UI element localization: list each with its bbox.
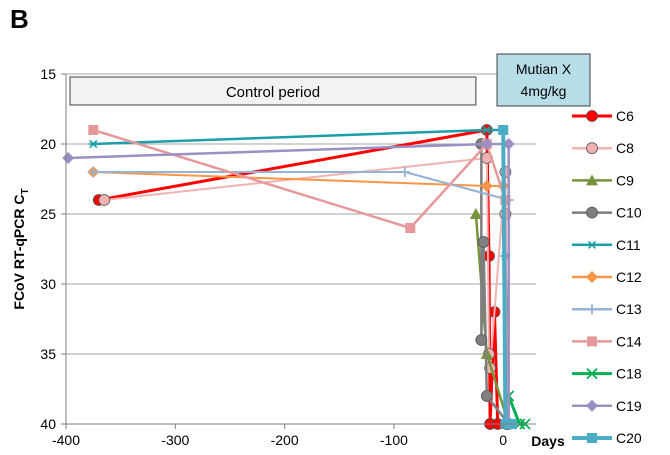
point-marker xyxy=(475,334,488,346)
plot-area xyxy=(66,74,536,424)
y-tick-label: 30 xyxy=(40,276,56,292)
legend-label: C20 xyxy=(616,430,642,446)
legend-item-c10: C10 xyxy=(572,205,642,221)
legend-item-c12: C12 xyxy=(572,269,642,285)
panel-label: B xyxy=(10,4,29,34)
point-marker xyxy=(88,125,99,135)
y-tick-label: 20 xyxy=(40,136,56,152)
legend-item-c14: C14 xyxy=(572,333,642,349)
legend-label: C12 xyxy=(616,269,642,285)
point-marker xyxy=(586,110,598,122)
treatment-label-drug: Mutian X xyxy=(516,61,572,77)
point-marker xyxy=(480,138,493,150)
point-marker xyxy=(88,167,99,177)
control-period-label: Control period xyxy=(226,84,320,101)
y-axis-label-main: FCoV RT-qPCR C xyxy=(11,195,27,310)
gridlines xyxy=(66,73,536,425)
point-marker xyxy=(586,399,598,412)
legend-item-c13: C13 xyxy=(572,301,642,317)
legend-label: C6 xyxy=(616,108,634,124)
y-tick-label: 35 xyxy=(40,346,56,362)
point-marker xyxy=(498,125,509,135)
x-tick-label: 0 xyxy=(499,432,507,448)
point-marker xyxy=(480,390,493,402)
point-marker xyxy=(587,304,597,315)
legend-label: C9 xyxy=(616,172,634,188)
point-marker xyxy=(587,240,597,249)
point-marker xyxy=(586,271,598,283)
legend-label: C19 xyxy=(616,398,642,414)
legend-label: C8 xyxy=(616,140,634,156)
point-marker xyxy=(88,139,99,149)
point-marker xyxy=(586,142,598,155)
treatment-box xyxy=(496,53,591,107)
legend-item-c9: C9 xyxy=(572,172,634,188)
point-marker xyxy=(98,194,111,206)
point-marker xyxy=(480,180,493,192)
point-marker xyxy=(481,125,492,135)
x-axis-label: Days xyxy=(531,433,565,449)
y-tick-label: 25 xyxy=(40,206,56,222)
point-marker xyxy=(502,138,515,150)
point-marker xyxy=(586,367,598,380)
point-marker xyxy=(405,223,416,233)
legend-item-c20: C20 xyxy=(572,430,642,446)
legend-item-c8: C8 xyxy=(572,140,634,156)
point-marker xyxy=(587,336,597,347)
y-axis-label-subscript: T xyxy=(20,188,31,194)
legend-item-c19: C19 xyxy=(572,398,642,414)
legend-item-c18: C18 xyxy=(572,366,642,382)
x-tick-label: -100 xyxy=(380,432,408,448)
point-marker xyxy=(477,236,490,248)
x-tick-label: -200 xyxy=(271,432,299,448)
legend-label: C18 xyxy=(616,366,642,382)
legend-item-c6: C6 xyxy=(572,108,634,124)
legend-item-c11: C11 xyxy=(572,237,641,253)
series-line xyxy=(68,142,510,424)
period-annotations: Control period Mutian X 4mg/kg xyxy=(69,53,591,107)
treatment-label-dose: 4mg/kg xyxy=(521,83,567,99)
y-axis-label: FCoV RT-qPCR CT xyxy=(11,188,31,309)
point-marker xyxy=(587,433,597,443)
x-tick-label: -300 xyxy=(161,432,189,448)
legend-label: C11 xyxy=(616,237,641,253)
series-c19 xyxy=(62,138,515,430)
legend-label: C14 xyxy=(616,333,642,349)
control-period-box xyxy=(69,76,477,106)
legend-label: C10 xyxy=(616,205,642,221)
point-marker xyxy=(62,152,75,164)
y-tick-label: 15 xyxy=(40,66,56,82)
axes: 15 20 25 30 35 40-400 -300 -200 -100 0 xyxy=(40,66,536,448)
point-marker xyxy=(469,208,482,219)
point-marker xyxy=(399,167,410,177)
y-tick-label: 40 xyxy=(40,416,56,432)
point-marker xyxy=(586,174,598,186)
legend-label: C13 xyxy=(616,301,642,317)
point-marker xyxy=(586,206,598,219)
x-tick-label: -400 xyxy=(52,432,80,448)
legend: C6 C8 C9 C10 C11 C12 C13 C14 C18 C19 C20 xyxy=(572,108,642,446)
